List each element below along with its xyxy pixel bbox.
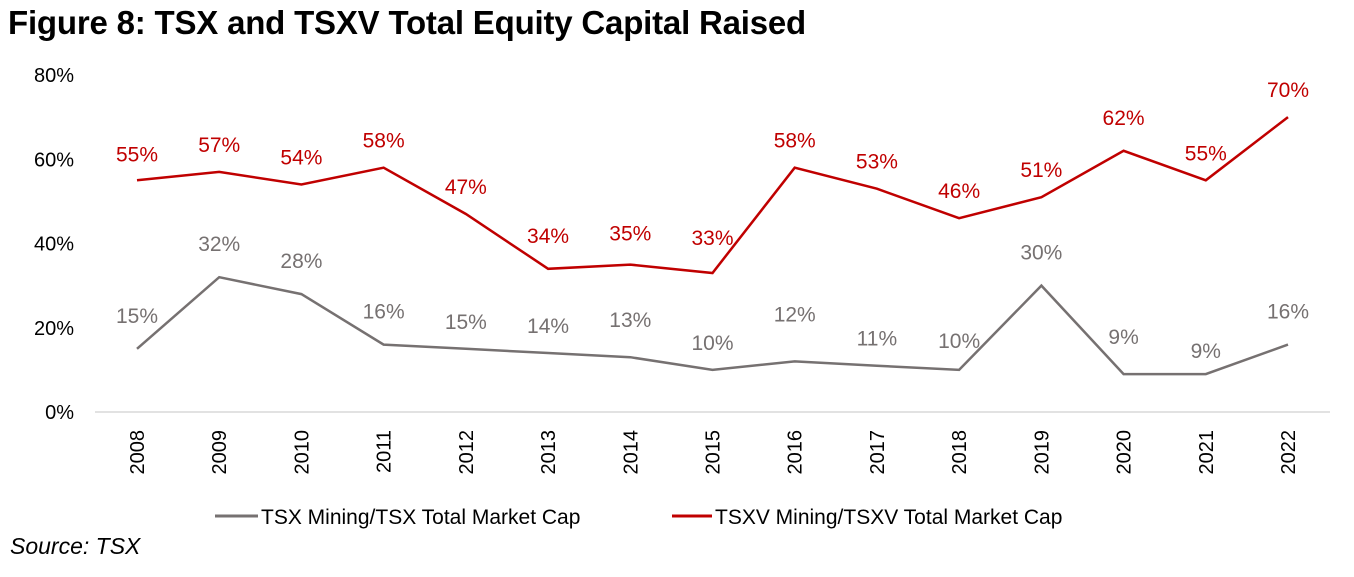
data-label-tsx: 13%: [609, 309, 651, 332]
x-tick-label: 2015: [703, 430, 725, 475]
y-tick-label: 0%: [45, 402, 74, 424]
data-label-tsxv: 70%: [1267, 79, 1309, 102]
data-label-tsx: 28%: [280, 250, 322, 273]
x-tick-label: 2014: [620, 430, 642, 475]
legend: TSX Mining/TSX Total Market Cap TSXV Min…: [215, 506, 1062, 529]
data-label-tsxv: 58%: [774, 130, 816, 153]
data-label-tsx: 11%: [857, 328, 897, 351]
data-label-tsx: 10%: [691, 332, 733, 355]
data-label-tsx: 32%: [198, 233, 240, 256]
data-label-tsx: 15%: [445, 311, 487, 334]
legend-item-tsxv: TSXV Mining/TSXV Total Market Cap: [672, 506, 1062, 529]
x-tick-label: 2008: [127, 430, 149, 475]
legend-label-tsx: TSX Mining/TSX Total Market Cap: [261, 506, 580, 529]
x-tick-label: 2011: [374, 430, 396, 473]
data-label-tsxv: 51%: [1020, 159, 1062, 182]
data-label-tsxv: 34%: [527, 225, 569, 248]
data-label-tsxv: 57%: [198, 134, 240, 157]
x-tick-label: 2016: [785, 430, 807, 475]
data-label-tsxv: 54%: [280, 147, 322, 170]
data-labels: 15% 32% 28% 16% 15% 14% 13% 10% 12% 11% 10% 30% 9% 9%…: [116, 79, 1309, 363]
legend-label-tsxv: TSXV Mining/TSXV Total Market Cap: [715, 506, 1062, 529]
x-tick-label: 2017: [867, 430, 889, 475]
data-label-tsxv: 33%: [691, 227, 733, 250]
data-label-tsxv: 62%: [1103, 107, 1145, 130]
x-tick-label: 2018: [949, 430, 971, 475]
source-note: Source: TSX: [10, 533, 141, 559]
data-label-tsx: 10%: [938, 330, 980, 353]
x-tick-label: 2021: [1196, 430, 1218, 475]
x-tick-label: 2020: [1114, 430, 1136, 475]
y-tick-label: 40%: [34, 234, 74, 256]
data-label-tsxv: 55%: [1185, 142, 1227, 165]
y-tick-label: 80%: [34, 65, 74, 87]
x-tick-label: 2022: [1278, 430, 1300, 475]
data-label-tsxv: 53%: [856, 151, 898, 174]
data-label-tsx: 16%: [363, 301, 405, 324]
y-tick-label: 20%: [34, 318, 74, 340]
data-label-tsx: 9%: [1108, 326, 1138, 349]
series-lines: [136, 116, 1289, 376]
x-tick-label: 2019: [1031, 430, 1053, 475]
data-label-tsxv: 47%: [445, 176, 487, 199]
x-axis-tick-labels: 2008 2009 2010 2011 2012 2013 2014 2015 2016 2017…: [127, 430, 1300, 475]
data-label-tsx: 15%: [116, 305, 158, 328]
series-line-tsx: [136, 275, 1289, 376]
figure-title: Figure 8: TSX and TSXV Total Equity Capi…: [8, 4, 807, 41]
data-label-tsx: 14%: [527, 315, 569, 338]
x-tick-label: 2012: [456, 430, 478, 475]
data-label-tsx: 12%: [774, 303, 816, 326]
series-line-tsxv: [136, 116, 1289, 275]
data-label-tsx: 30%: [1020, 242, 1062, 265]
data-label-tsx: 16%: [1267, 301, 1309, 324]
data-label-tsxv: 46%: [938, 180, 980, 203]
x-tick-label: 2013: [538, 430, 560, 475]
y-tick-label: 60%: [34, 149, 74, 171]
data-label-tsxv: 55%: [116, 143, 158, 166]
y-axis-tick-labels: 0% 20% 40% 60% 80%: [34, 65, 74, 424]
x-tick-label: 2010: [291, 430, 313, 475]
x-tick-label: 2009: [209, 430, 231, 475]
legend-item-tsx: TSX Mining/TSX Total Market Cap: [215, 506, 580, 529]
data-label-tsxv: 35%: [609, 223, 651, 246]
data-label-tsx: 9%: [1191, 340, 1221, 363]
data-label-tsxv: 58%: [363, 130, 405, 153]
